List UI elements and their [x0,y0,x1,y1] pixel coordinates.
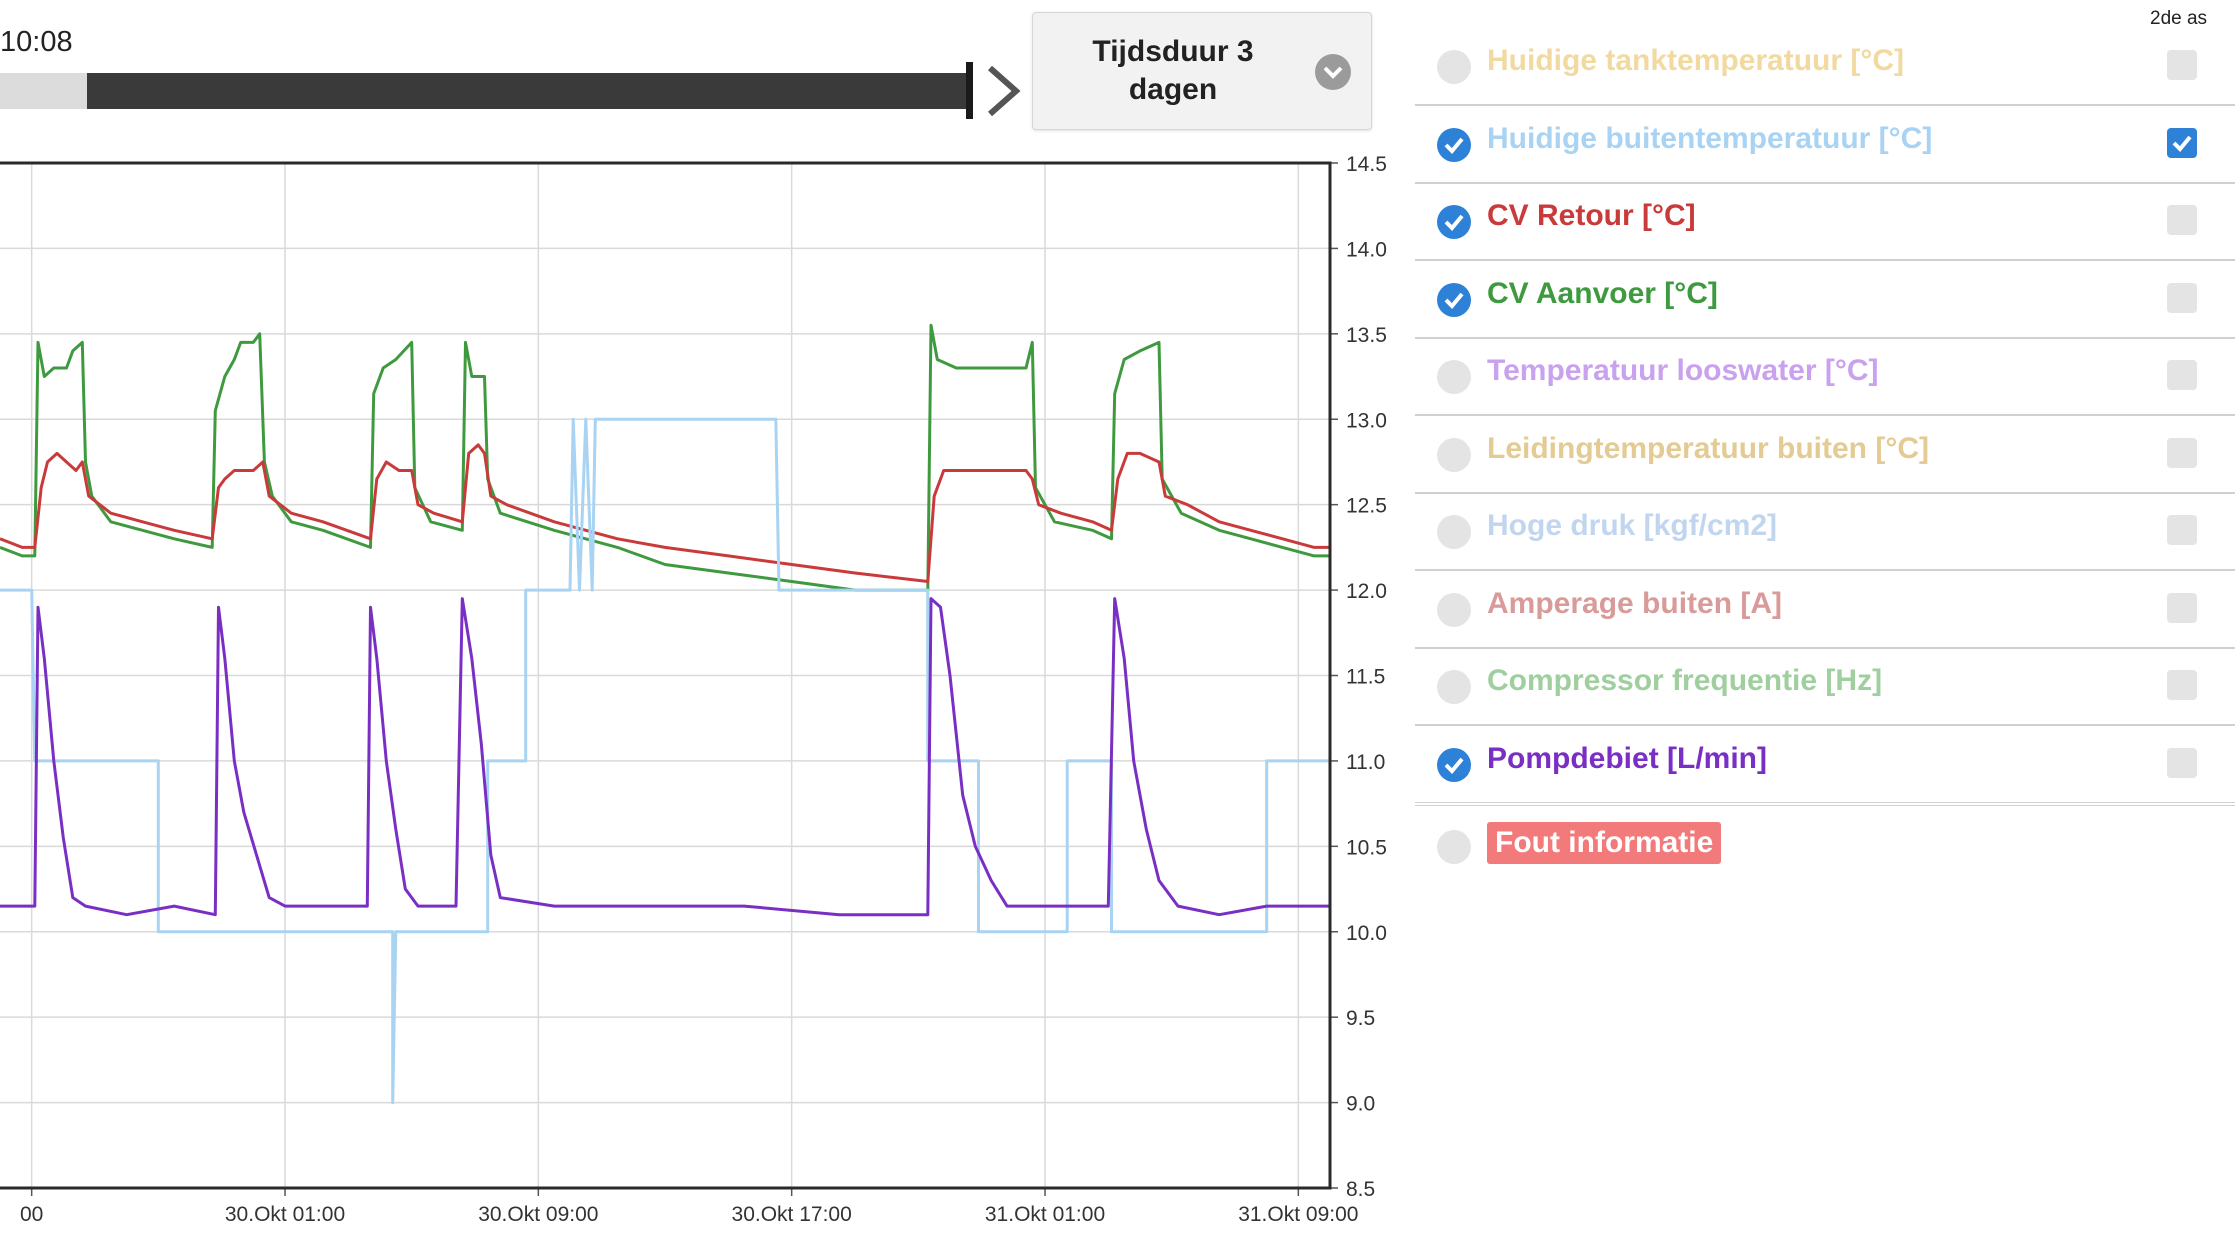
y-tick-label: 13.5 [1346,324,1387,347]
series-line [0,417,1330,1105]
x-tick-label: 31.Okt 01:00 [985,1203,1105,1226]
chevron-down-icon [1315,54,1351,90]
legend-item[interactable]: Huidige tanktemperatuur [°C] [1415,28,2235,106]
chart-area: 8.5 9.0 9.5 10.0 10.5 11.0 11.5 12.0 12.5 13.0 13.… [0,153,1387,1226]
checked-circle-icon[interactable] [1437,282,1471,317]
second-axis-checkbox[interactable] [2167,282,2197,313]
line-chart: 8.5 9.0 9.5 10.0 10.5 11.0 11.5 12.0 12.5 13.0 13.… [0,153,1387,1226]
y-tick-label: 12.5 [1346,495,1387,518]
series-toggle[interactable] [1437,515,1471,549]
x-tick-label: 31.Okt 09:00 [1238,1203,1358,1226]
legend-item-label: Compressor frequentie [Hz] [1487,664,1883,697]
y-tick-label: 14.5 [1346,153,1387,176]
second-axis-checkbox[interactable] [2167,360,2197,390]
checked-circle-icon[interactable] [1437,205,1471,239]
series-line [0,443,1330,583]
y-tick-label: 8.5 [1346,1178,1375,1201]
legend-item[interactable]: Leidingtemperatuur buiten [°C] [1415,416,2235,494]
checked-circle-icon[interactable] [1437,747,1471,782]
x-tick-label: 30.Okt 17:00 [732,1203,852,1226]
checked-circle-icon[interactable] [1437,127,1471,162]
second-axis-checkbox[interactable] [2167,670,2197,700]
legend-item-label: Hoge druk [kgf/cm2] [1487,509,1778,542]
legend-item[interactable]: Temperatuur looswater [°C] [1415,338,2235,416]
series-line [0,323,1330,592]
slider-handle[interactable] [966,62,973,119]
y-tick-label: 9.0 [1346,1093,1375,1116]
series-line [0,597,1330,917]
series-toggle[interactable] [1437,437,1471,472]
chevron-right-icon [988,65,1021,117]
x-tick-label: 00 [20,1203,43,1226]
y-tick-label: 11.5 [1346,666,1385,689]
legend-item-label: Pompdebiet [L/min] [1487,741,1767,775]
y-tick-label: 12.0 [1346,580,1387,603]
legend-item[interactable]: Amperage buiten [A] [1415,571,2235,649]
y-tick-label: 9.5 [1346,1007,1375,1030]
legend-item-label: Temperatuur looswater [°C] [1487,354,1879,387]
y-tick-label: 11.0 [1346,751,1385,774]
y-tick-label: 14.0 [1346,238,1387,261]
legend-item-error[interactable]: Fout informatie [1415,810,1915,880]
time-range-slider[interactable] [0,73,970,109]
slider-fill [87,73,968,109]
legend-item[interactable]: Huidige buitentemperatuur [°C] [1415,106,2235,184]
time-label: 10:08 [0,26,73,58]
y-tick-label: 10.5 [1346,836,1387,859]
error-info-badge: Fout informatie [1487,822,1722,864]
legend-item-label: Amperage buiten [A] [1487,586,1783,620]
x-tick-label: 30.Okt 01:00 [225,1203,345,1226]
y-tick-label: 13.0 [1346,409,1387,432]
legend-item[interactable]: CV Aanvoer [°C] [1415,261,2235,339]
x-tick-label: 30.Okt 09:00 [478,1203,598,1226]
legend-item[interactable]: CV Retour [°C] [1415,183,2235,261]
plot-frame [0,161,1332,1190]
second-axis-checkbox[interactable] [2167,127,2197,158]
duration-label: Tijdsduur 3 dagen [1092,35,1254,106]
second-axis-header: 2de as [2150,8,2208,29]
second-axis-checkbox[interactable] [2167,50,2197,80]
legend-item[interactable]: Pompdebiet [L/min] [1415,726,2235,806]
legend-item-label: Huidige buitentemperatuur [°C] [1487,121,1933,155]
legend-item-label: Huidige tanktemperatuur [°C] [1487,44,1905,77]
duration-dropdown[interactable]: Tijdsduur 3 dagen [1032,12,1372,130]
legend-item-label: Leidingtemperatuur buiten [°C] [1487,431,1929,465]
legend-item-label: CV Aanvoer [°C] [1487,276,1718,310]
second-axis-checkbox[interactable] [2167,592,2197,623]
second-axis-checkbox[interactable] [2167,437,2197,468]
legend-item[interactable]: Compressor frequentie [Hz] [1415,648,2235,726]
second-axis-checkbox[interactable] [2167,515,2197,545]
legend-item-label: CV Retour [°C] [1487,199,1696,232]
series-toggle[interactable] [1437,830,1471,864]
series-toggle[interactable] [1437,50,1471,84]
series-toggle[interactable] [1437,670,1471,704]
legend-item[interactable]: Hoge druk [kgf/cm2] [1415,493,2235,571]
next-period-button[interactable] [978,62,1028,120]
second-axis-checkbox[interactable] [2167,205,2197,235]
second-axis-checkbox[interactable] [2167,747,2197,778]
y-tick-label: 10.0 [1346,922,1387,945]
series-toggle[interactable] [1437,360,1471,394]
series-toggle[interactable] [1437,592,1471,627]
